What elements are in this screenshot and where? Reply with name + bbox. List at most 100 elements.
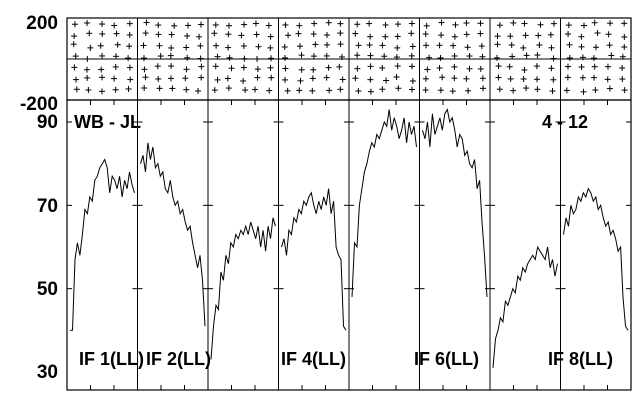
phase-marker <box>578 33 585 40</box>
phase-marker <box>592 87 599 94</box>
phase-marker <box>285 32 292 39</box>
phase-marker <box>450 42 457 49</box>
phase-marker <box>325 19 332 26</box>
phase-marker <box>198 74 205 81</box>
phase-marker <box>521 66 528 73</box>
phase-marker <box>393 74 400 81</box>
phase-marker <box>195 88 202 95</box>
phase-marker <box>619 76 626 83</box>
series-line-8 <box>563 187 629 331</box>
phase-marker <box>451 53 458 60</box>
phase-marker <box>142 30 149 37</box>
phase-marker <box>70 41 77 48</box>
phase-marker <box>267 44 274 51</box>
phase-marker <box>99 21 106 28</box>
phase-marker <box>536 41 543 48</box>
phase-marker <box>97 42 104 49</box>
phase-marker <box>168 63 175 70</box>
phase-marker <box>382 21 389 28</box>
phase-marker <box>167 52 174 59</box>
phase-marker <box>126 31 133 38</box>
phase-marker <box>367 52 374 59</box>
phase-marker <box>268 74 275 81</box>
phase-marker <box>127 76 134 83</box>
phase-marker <box>295 30 302 37</box>
chart-title-right: 4 - 12 <box>542 112 588 132</box>
phase-marker <box>354 65 361 72</box>
phase-marker <box>155 22 162 29</box>
phase-marker <box>155 31 162 38</box>
phase-marker <box>463 31 470 38</box>
phase-marker <box>510 87 517 94</box>
phase-marker <box>465 87 472 94</box>
phase-marker <box>99 74 106 81</box>
phase-marker <box>451 63 458 70</box>
phase-marker <box>464 44 471 51</box>
phase-marker <box>183 86 190 93</box>
phase-marker <box>367 88 374 95</box>
panel-label-if8: IF 8(LL) <box>548 349 613 369</box>
phase-marker <box>112 63 119 70</box>
phase-marker <box>171 22 178 29</box>
phase-marker <box>550 76 557 83</box>
phase-marker <box>578 43 585 50</box>
phase-marker <box>241 21 248 28</box>
phase-marker <box>71 21 78 28</box>
phase-marker <box>323 52 330 59</box>
phase-marker <box>564 74 571 81</box>
phase-marker <box>310 31 317 38</box>
phase-marker <box>253 31 260 38</box>
phase-marker <box>394 21 401 28</box>
phase-marker <box>284 87 291 94</box>
phase-marker <box>254 74 261 81</box>
phase-marker <box>155 75 162 82</box>
phase-marker <box>496 22 503 29</box>
series-line-3 <box>210 217 276 360</box>
phase-marker <box>480 85 487 92</box>
phase-marker <box>337 30 344 37</box>
phase-marker <box>323 74 330 81</box>
phase-marker <box>154 63 161 70</box>
phase-marker <box>606 85 613 92</box>
phase-marker <box>621 87 628 94</box>
phase-marker <box>494 41 501 48</box>
phase-marker <box>591 74 598 81</box>
phase-marker <box>394 63 401 70</box>
phase-marker <box>281 43 288 50</box>
phase-marker <box>619 64 626 71</box>
phase-marker <box>522 32 529 39</box>
panel-label-if4: IF 4(LL) <box>281 349 346 369</box>
phase-marker <box>84 19 91 26</box>
phase-marker <box>621 33 628 40</box>
phase-marker <box>168 75 175 82</box>
phase-marker <box>296 87 303 94</box>
phase-marker <box>565 22 572 29</box>
phase-marker <box>241 55 248 62</box>
phase-marker <box>507 75 514 82</box>
phase-marker <box>466 53 473 60</box>
phase-marker <box>366 41 373 48</box>
phase-marker <box>282 54 289 61</box>
phase-marker <box>255 43 262 50</box>
phase-marker <box>580 88 587 95</box>
phase-marker <box>355 42 362 49</box>
phase-marker <box>479 53 486 60</box>
amp-ytick-50: 50 <box>37 279 58 300</box>
phase-marker <box>354 52 361 59</box>
phase-marker <box>367 63 374 70</box>
phase-marker <box>126 20 133 27</box>
phase-marker <box>534 86 541 93</box>
phase-marker <box>449 88 456 95</box>
phase-marker <box>478 43 485 50</box>
phase-marker <box>533 76 540 83</box>
series-line-6 <box>422 108 488 298</box>
phase-marker <box>311 20 318 27</box>
phase-marker <box>608 52 615 59</box>
phase-marker <box>510 19 517 26</box>
phase-marker <box>296 43 303 50</box>
phase-marker <box>463 19 470 26</box>
phase-marker <box>533 63 540 70</box>
phase-marker <box>394 44 401 51</box>
phase-marker <box>619 53 626 60</box>
phase-marker <box>98 66 105 73</box>
